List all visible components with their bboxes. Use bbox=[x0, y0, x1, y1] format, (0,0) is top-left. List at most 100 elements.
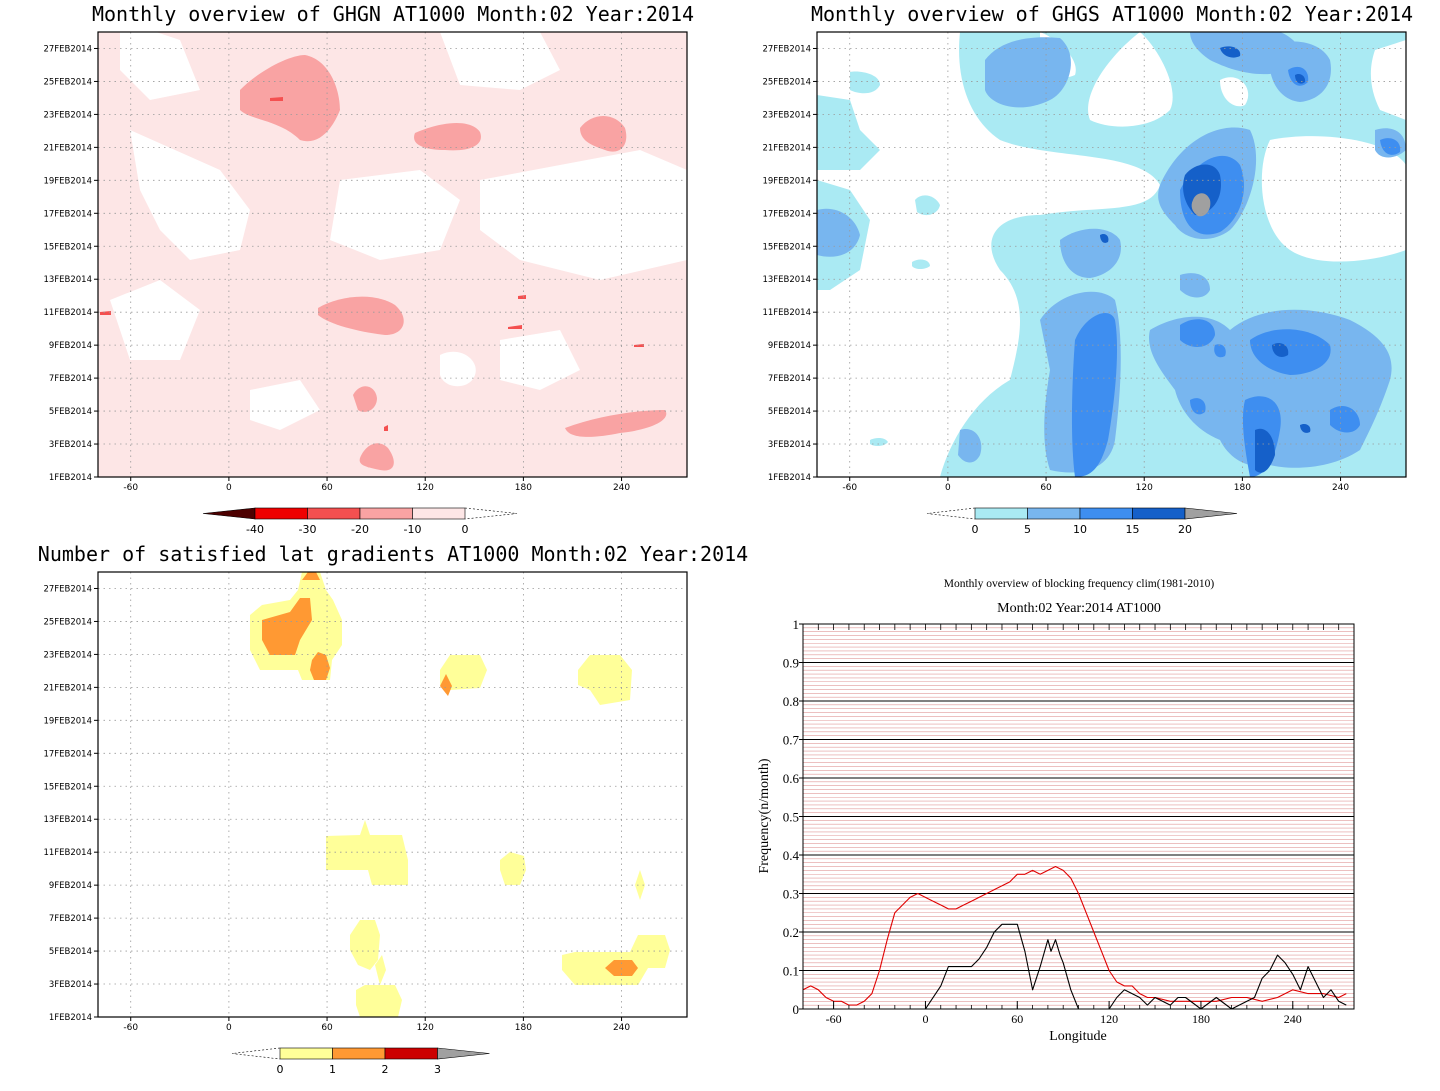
y-tick-label: 19FEB2014 bbox=[762, 176, 811, 186]
y-tick-label: 17FEB2014 bbox=[43, 209, 92, 219]
colorbar-swatch bbox=[359, 507, 413, 520]
y-tick-label: 5FEB2014 bbox=[49, 407, 92, 417]
y-tick-label: 3FEB2014 bbox=[49, 440, 92, 450]
x-tick-label: -60 bbox=[826, 1012, 842, 1026]
y-tick-label: 21FEB2014 bbox=[43, 143, 92, 153]
blocking-major-grid bbox=[803, 662, 1354, 971]
y-tick-label: 15FEB2014 bbox=[43, 242, 92, 252]
ghgn-white-areas bbox=[110, 32, 687, 430]
colorbar-swatch bbox=[332, 1047, 386, 1060]
y-tick-label: 7FEB2014 bbox=[49, 374, 92, 384]
y-tick-label: 13FEB2014 bbox=[43, 275, 92, 285]
panel-ghgn: Monthly overview of GHGN AT1000 Month:02… bbox=[43, 2, 694, 536]
y-tick-label: 27FEB2014 bbox=[762, 44, 811, 54]
ghgs-grid bbox=[817, 32, 1406, 477]
ghgn-frame bbox=[97, 31, 688, 478]
y-tick-label: 7FEB2014 bbox=[49, 914, 92, 924]
series-line-observed bbox=[803, 923, 1347, 1009]
colorbar-upper-extend bbox=[437, 1047, 490, 1060]
y-tick-label: 11FEB2014 bbox=[43, 848, 92, 858]
ghgn-strong-anomaly-marks bbox=[100, 97, 644, 431]
colorbar-swatch bbox=[412, 507, 466, 520]
ghgn-anomaly-patches bbox=[240, 55, 667, 471]
colorbar-lower-extend bbox=[926, 507, 976, 520]
y-tick-label: 0.1 bbox=[783, 964, 799, 979]
y-tick-label: 11FEB2014 bbox=[43, 308, 92, 318]
colorbar-label: 0 bbox=[972, 523, 979, 536]
x-tick-label: 240 bbox=[613, 1023, 630, 1033]
y-tick-label: 13FEB2014 bbox=[43, 815, 92, 825]
panel-lat-gradients: Number of satisfied lat gradients AT1000… bbox=[38, 542, 748, 1076]
x-tick-label: 180 bbox=[515, 1023, 532, 1033]
series-line-climatology bbox=[803, 865, 1347, 1006]
ghgs-level-above-20 bbox=[1191, 193, 1211, 217]
y-tick-label: 1FEB2014 bbox=[49, 1013, 92, 1023]
blocking-chart-subtitle: Month:02 Year:2014 AT1000 bbox=[997, 601, 1161, 616]
x-tick-label: 0 bbox=[226, 1023, 232, 1033]
y-tick-label: 9FEB2014 bbox=[768, 341, 811, 351]
panel-lat-gradients-title: Number of satisfied lat gradients AT1000… bbox=[38, 542, 748, 566]
colorbar-upper-extend bbox=[464, 507, 518, 520]
y-tick-label: 17FEB2014 bbox=[43, 749, 92, 759]
y-tick-label: 0.6 bbox=[783, 771, 800, 786]
y-tick-label: 13FEB2014 bbox=[762, 275, 811, 285]
y-tick-label: 9FEB2014 bbox=[49, 341, 92, 351]
ghgn-field bbox=[98, 32, 687, 477]
x-tick-label: 120 bbox=[417, 1023, 434, 1033]
x-tick-label: 120 bbox=[417, 483, 434, 493]
x-tick-label: 0 bbox=[922, 1012, 928, 1026]
y-tick-label: 15FEB2014 bbox=[762, 242, 811, 252]
colorbar-label: -30 bbox=[299, 523, 317, 536]
y-tick-label: 7FEB2014 bbox=[768, 374, 811, 384]
colorbar-label: 2 bbox=[382, 1063, 389, 1076]
y-tick-label: 0.9 bbox=[783, 656, 799, 671]
colorbar-label: 3 bbox=[434, 1063, 441, 1076]
colorbar-swatch bbox=[384, 1047, 438, 1060]
lat-gradients-frame bbox=[97, 571, 688, 1018]
y-tick-label: 1 bbox=[793, 617, 800, 632]
x-tick-label: 0 bbox=[945, 483, 951, 493]
y-tick-label: 23FEB2014 bbox=[762, 110, 811, 120]
colorbar-label: 5 bbox=[1024, 523, 1031, 536]
x-tick-label: -60 bbox=[842, 483, 857, 493]
y-tick-label: 1FEB2014 bbox=[768, 473, 811, 483]
colorbar-label: 0 bbox=[462, 523, 469, 536]
y-tick-label: 0.7 bbox=[783, 733, 800, 748]
colorbar-label: -10 bbox=[404, 523, 422, 536]
colorbar-swatch bbox=[1079, 507, 1133, 520]
x-tick-label: 180 bbox=[1234, 483, 1251, 493]
ghgn-colorbar: -40 -30 -20 -10 0 bbox=[202, 507, 518, 536]
y-tick-label: 27FEB2014 bbox=[43, 44, 92, 54]
y-tick-label: 21FEB2014 bbox=[43, 683, 92, 693]
y-tick-label: 1FEB2014 bbox=[49, 473, 92, 483]
ghgn-grid bbox=[98, 32, 687, 477]
x-tick-label: 180 bbox=[515, 483, 532, 493]
lat-gradients-background bbox=[98, 572, 687, 1017]
y-tick-label: 23FEB2014 bbox=[43, 650, 92, 660]
x-tick-label: 120 bbox=[1136, 483, 1153, 493]
colorbar-label: 1 bbox=[329, 1063, 336, 1076]
y-tick-label: 27FEB2014 bbox=[43, 584, 92, 594]
y-tick-label: 3FEB2014 bbox=[768, 440, 811, 450]
lat-gradients-axes: -60 0 60 120 180 240 1FEB2014 3FEB2014 5FEB2014 7… bbox=[43, 584, 630, 1033]
y-tick-label: 25FEB2014 bbox=[43, 77, 92, 87]
ghgs-frame bbox=[816, 31, 1407, 478]
colorbar-swatch bbox=[1027, 507, 1081, 520]
colorbar-lower-extend bbox=[231, 1047, 281, 1060]
colorbar-swatch bbox=[254, 507, 308, 520]
x-tick-label: 120 bbox=[1100, 1012, 1118, 1026]
x-tick-label: -60 bbox=[123, 1023, 138, 1033]
blocking-y-axis-label: Frequency(n/month) bbox=[757, 758, 772, 873]
x-tick-label: 0 bbox=[226, 483, 232, 493]
blocking-x-axis-label: Longitude bbox=[1049, 1029, 1107, 1044]
y-tick-label: 19FEB2014 bbox=[43, 716, 92, 726]
y-tick-label: 9FEB2014 bbox=[49, 881, 92, 891]
y-tick-label: 0.8 bbox=[783, 694, 799, 709]
y-tick-label: 5FEB2014 bbox=[49, 947, 92, 957]
x-tick-label: 240 bbox=[1332, 483, 1349, 493]
lat-gradients-grid bbox=[98, 572, 687, 1017]
y-tick-label: 0.3 bbox=[783, 887, 799, 902]
y-tick-label: 23FEB2014 bbox=[43, 110, 92, 120]
ghgn-axes: -60 0 60 120 180 240 1FEB2014 3FEB2014 5FEB2014 7… bbox=[43, 44, 630, 493]
